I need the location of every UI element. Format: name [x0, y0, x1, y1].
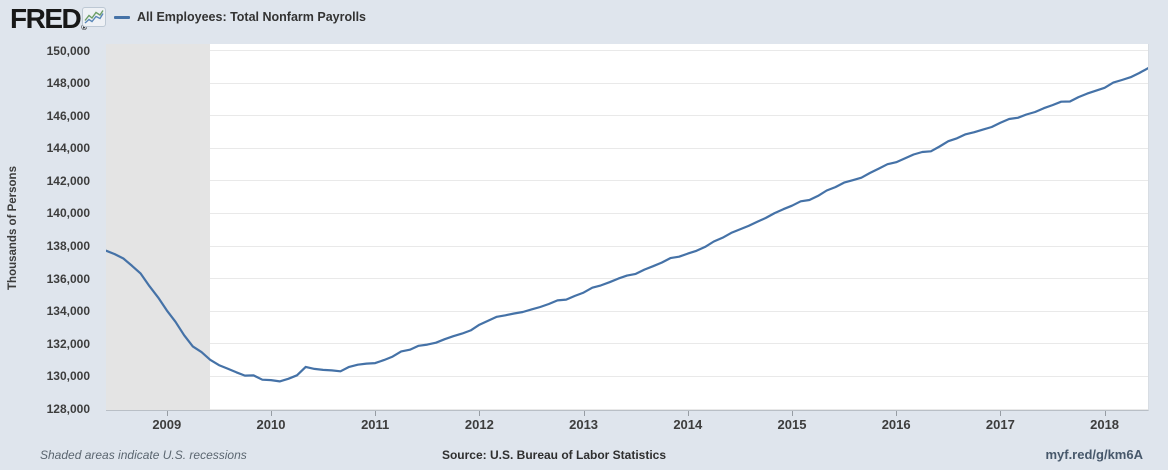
x-tick-label: 2012	[464, 417, 494, 432]
gridline	[106, 115, 1148, 117]
payrolls-line-series	[106, 67, 1148, 383]
x-tick-label: 2009	[152, 417, 182, 432]
y-tick-label: 136,000	[46, 271, 90, 286]
x-tick-mark	[479, 411, 481, 416]
y-tick-label: 130,000	[46, 369, 90, 384]
x-tick-label: 2011	[361, 417, 390, 432]
x-tick-mark	[270, 411, 272, 416]
y-tick-label: 146,000	[46, 108, 90, 123]
x-tick-label: 2017	[985, 417, 1015, 432]
fred-logo-text: FRED	[10, 3, 82, 34]
y-tick-label: 150,000	[46, 43, 90, 58]
source-attribution: Source: U.S. Bureau of Labor Statistics	[441, 448, 667, 462]
x-tick-mark	[791, 411, 793, 416]
x-tick-mark	[583, 411, 585, 416]
y-tick-label: 132,000	[46, 336, 90, 351]
x-tick-label: 2016	[881, 417, 911, 432]
x-tick-label: 2018	[1090, 417, 1120, 432]
y-tick-label: 144,000	[46, 141, 90, 156]
y-tick-label: 148,000	[46, 76, 90, 91]
x-tick-mark	[375, 411, 377, 416]
gridline	[106, 310, 1148, 312]
gridline	[106, 212, 1148, 214]
gridline	[106, 147, 1148, 149]
short-url-link[interactable]: myf.red/g/km6A	[1045, 447, 1143, 462]
gridline	[106, 278, 1148, 280]
y-tick-label: 128,000	[46, 402, 90, 416]
x-tick-mark	[166, 411, 168, 416]
gridline	[106, 245, 1148, 247]
y-tick-label: 142,000	[46, 173, 90, 188]
x-tick-mark	[1104, 411, 1106, 416]
gridline	[106, 408, 1148, 410]
x-tick-mark	[687, 411, 689, 416]
x-tick-label: 2013	[569, 417, 599, 432]
y-tick-label: 140,000	[46, 206, 90, 221]
fred-logo[interactable]: FRED®	[10, 3, 88, 35]
header: FRED® All Employees: Total Nonfarm Payro…	[0, 0, 1168, 34]
x-tick-label: 2015	[777, 417, 807, 432]
registered-mark: ®	[81, 23, 88, 32]
x-tick-mark	[896, 411, 898, 416]
x-tick-label: 2010	[256, 417, 286, 432]
y-tick-label: 138,000	[46, 239, 90, 254]
gridline	[106, 180, 1148, 182]
legend-series-label: All Employees: Total Nonfarm Payrolls	[137, 10, 366, 24]
recession-note: Shaded areas indicate U.S. recessions	[40, 448, 247, 462]
y-axis-title: Thousands of Persons	[7, 166, 19, 290]
x-tick-label: 2014	[673, 417, 703, 432]
gridline	[106, 50, 1148, 51]
y-tick-label: 134,000	[46, 304, 90, 319]
plot-area[interactable]	[106, 44, 1149, 411]
fred-sparkline-icon	[82, 7, 106, 27]
payrolls-line	[106, 67, 1148, 383]
legend-line-swatch	[114, 16, 130, 19]
gridline	[106, 375, 1148, 377]
x-tick-mark	[1000, 411, 1002, 416]
gridline	[106, 82, 1148, 84]
recession-shading	[106, 44, 211, 410]
gridline	[106, 343, 1148, 345]
